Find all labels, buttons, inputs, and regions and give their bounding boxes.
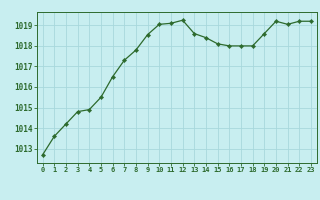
Text: Graphe pression niveau de la mer (hPa): Graphe pression niveau de la mer (hPa) <box>58 184 262 193</box>
